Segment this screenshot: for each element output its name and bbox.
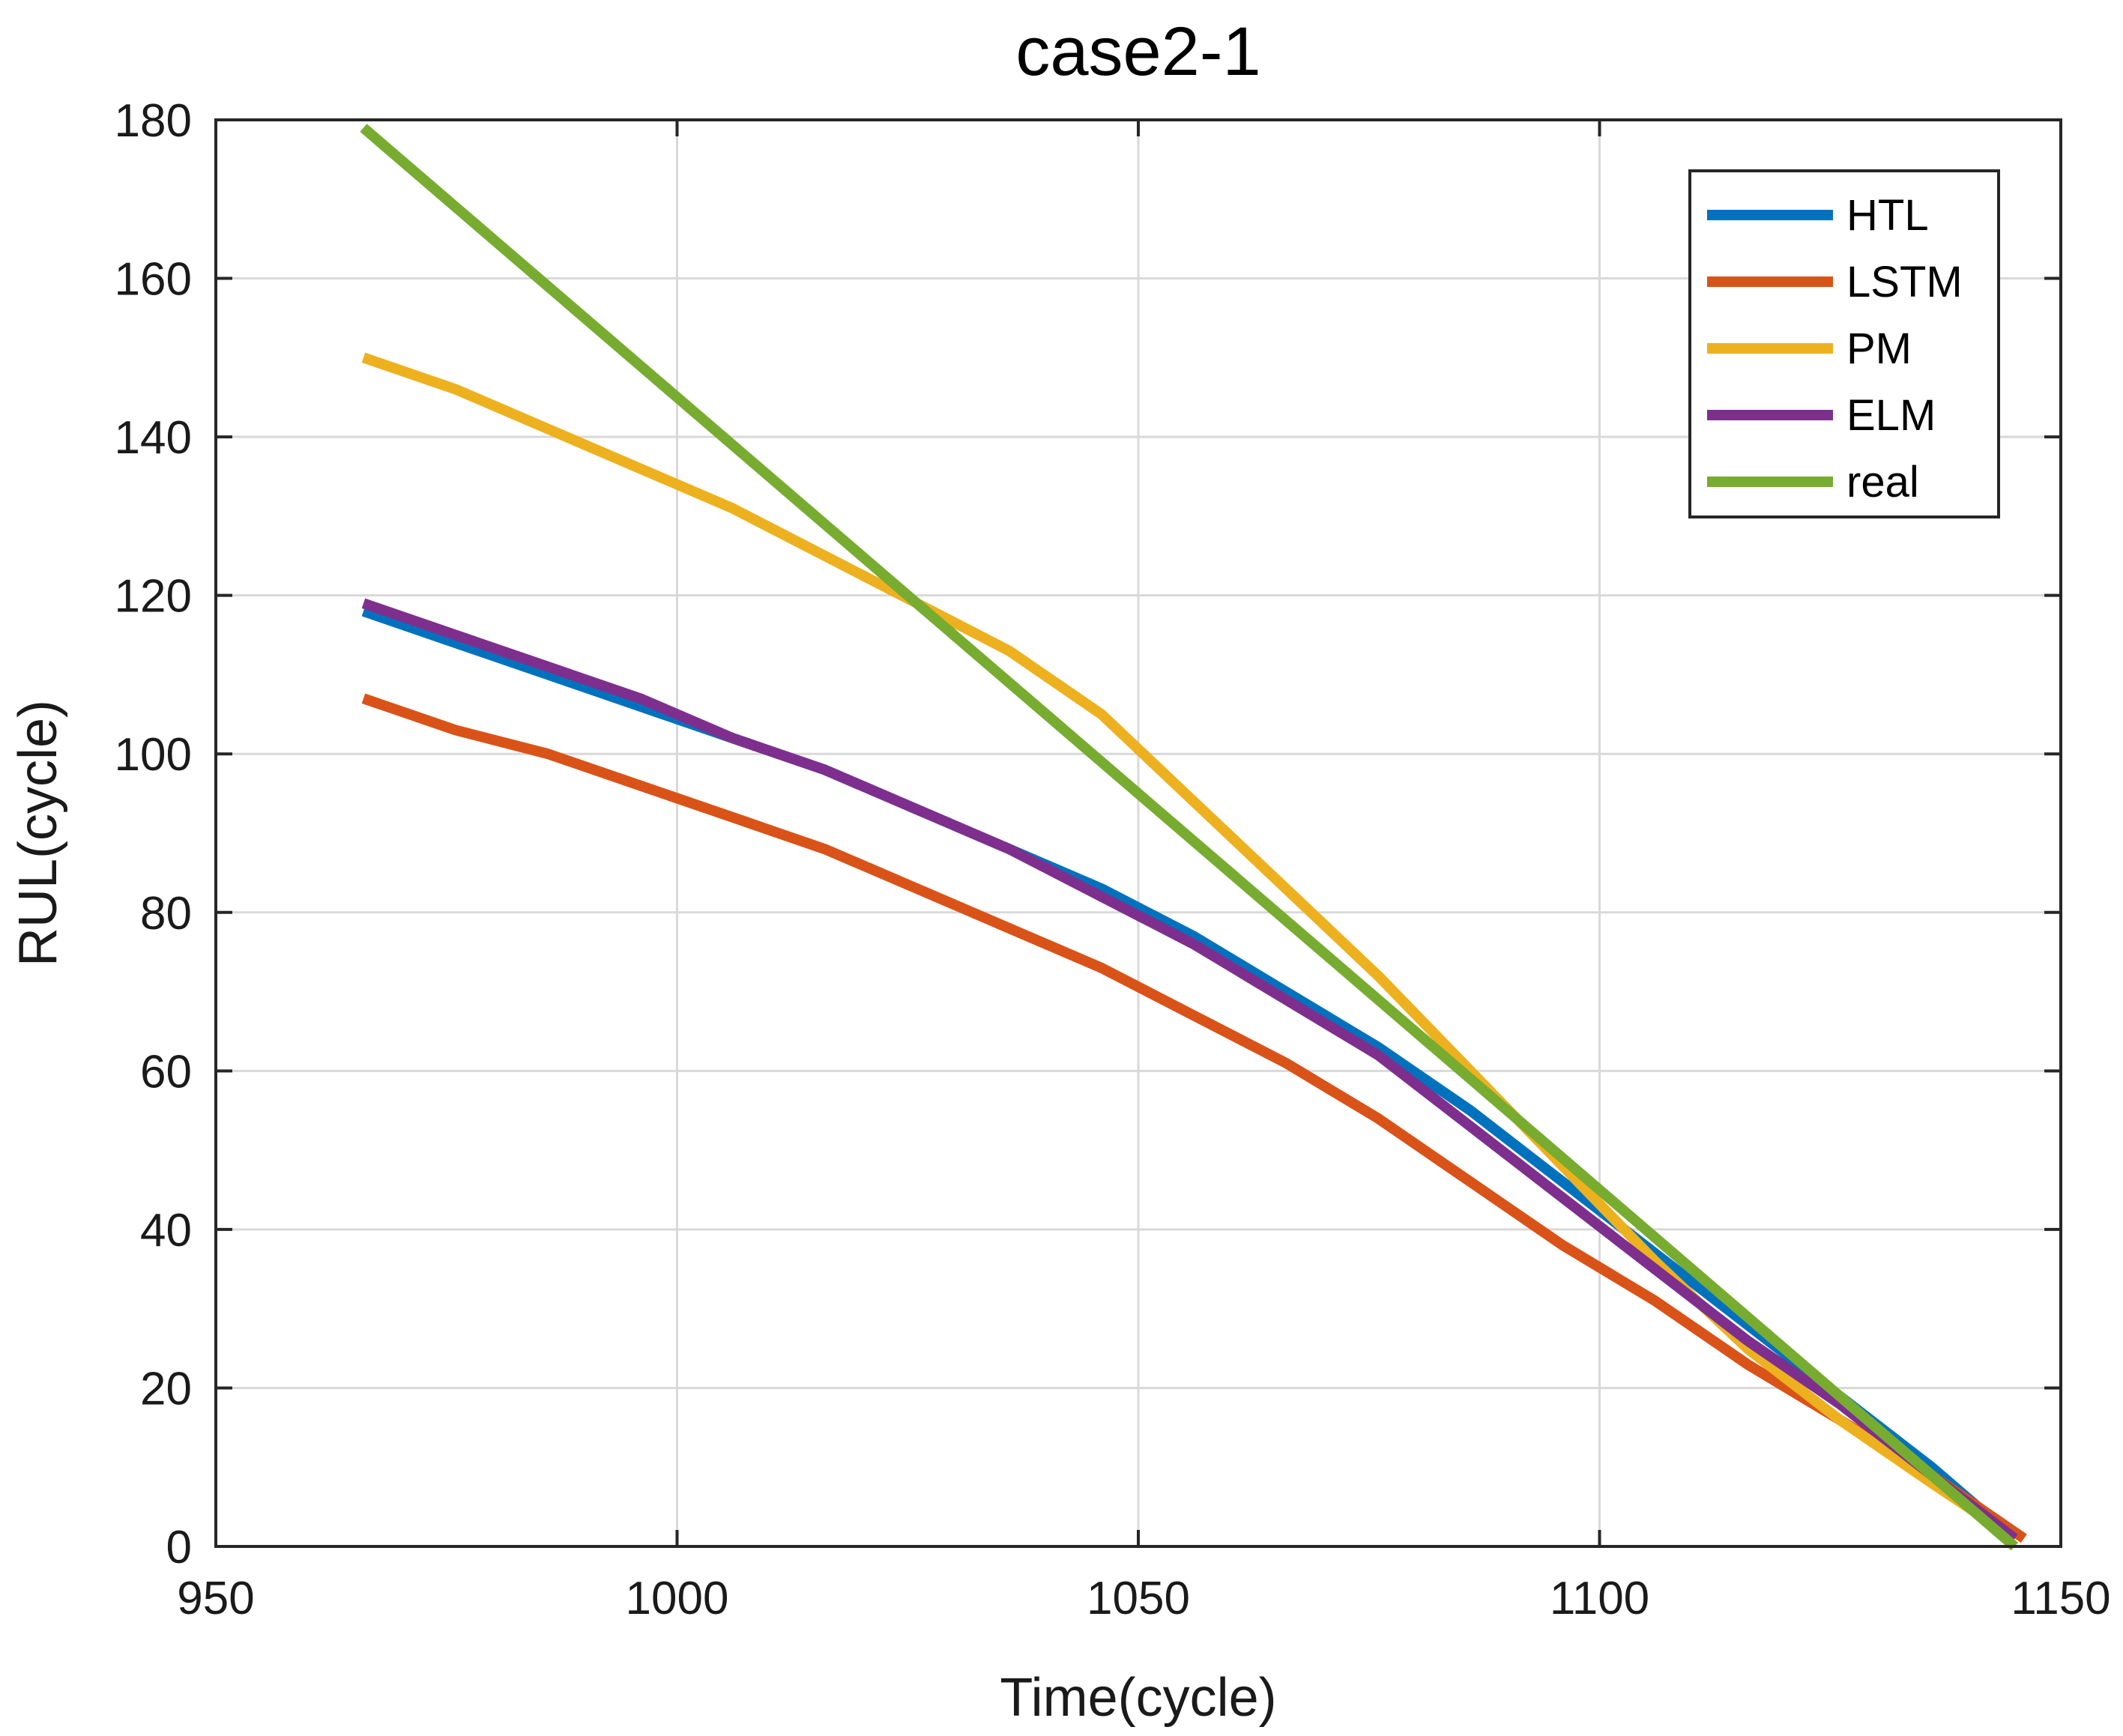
series-line-htl: [361, 606, 2018, 1543]
y-tick-label: 60: [140, 1046, 192, 1098]
series-line-elm: [361, 598, 2018, 1543]
y-tick-label: 160: [115, 254, 192, 306]
chart-title: case2-1: [1015, 13, 1260, 90]
legend-label-lstm: LSTM: [1846, 258, 1963, 306]
y-tick-label: 0: [166, 1522, 192, 1573]
y-tick-label: 180: [115, 95, 192, 147]
y-tick-label: 40: [140, 1205, 192, 1256]
legend-label-htl: HTL: [1846, 191, 1929, 240]
x-axis-label: Time(cycle): [1000, 1668, 1276, 1728]
legend-label-elm: ELM: [1846, 391, 1936, 440]
y-tick-label: 80: [140, 888, 192, 940]
legend-label-real: real: [1846, 458, 1919, 506]
y-tick-label: 120: [115, 571, 192, 623]
x-tick-label: 950: [177, 1573, 254, 1624]
x-tick-label: 1150: [2011, 1573, 2110, 1624]
series-line-lstm: [361, 693, 2027, 1543]
x-tick-label: 1050: [1087, 1573, 1190, 1624]
y-tick-label: 20: [140, 1363, 192, 1415]
series-line-pm: [361, 352, 2018, 1543]
series-line-real: [360, 124, 2018, 1551]
y-tick-label: 100: [115, 729, 192, 781]
legend-label-pm: PM: [1846, 324, 1912, 373]
legend: HTL LSTM PM ELM real: [1688, 169, 2000, 518]
x-tick-label: 1100: [1550, 1573, 1649, 1624]
axis-ticks: 950 1000 1050 1100 1150 0 20 40 60 80 100 120 140 160…: [115, 95, 2111, 1624]
y-tick-label: 140: [115, 412, 192, 464]
y-axis-label: RUL(cycle): [8, 700, 68, 967]
series-lines: [360, 124, 2027, 1551]
x-tick-label: 1000: [626, 1573, 729, 1624]
